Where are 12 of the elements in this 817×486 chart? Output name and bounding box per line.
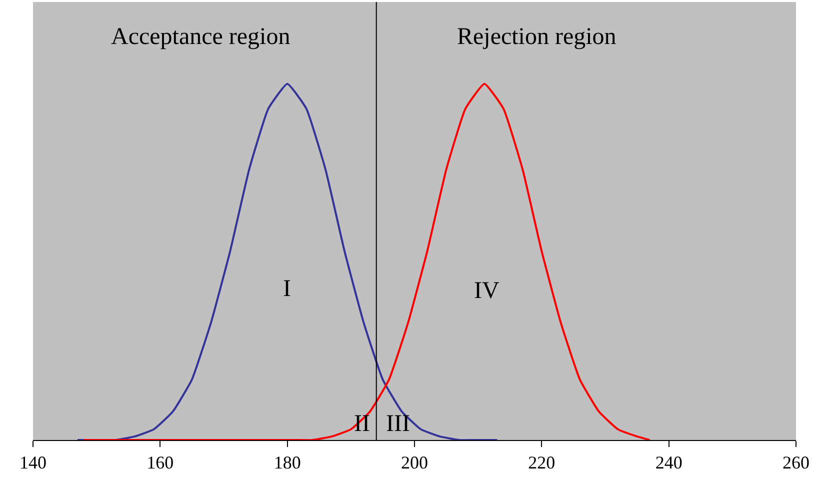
x-tick-label: 240 bbox=[655, 452, 682, 473]
x-tick-label: 200 bbox=[401, 452, 428, 473]
x-tick-label: 260 bbox=[782, 452, 810, 473]
text: Rejection region bbox=[457, 24, 616, 50]
x-tick-label: 220 bbox=[528, 452, 556, 473]
annotation: III bbox=[386, 411, 410, 437]
annotation: IV bbox=[474, 278, 500, 304]
x-tick-label: 140 bbox=[20, 452, 46, 473]
text: Acceptance region bbox=[111, 24, 290, 50]
x-tick-label: 180 bbox=[274, 452, 301, 473]
annotation: I bbox=[283, 276, 291, 302]
x-tick-label: 160 bbox=[146, 452, 174, 473]
